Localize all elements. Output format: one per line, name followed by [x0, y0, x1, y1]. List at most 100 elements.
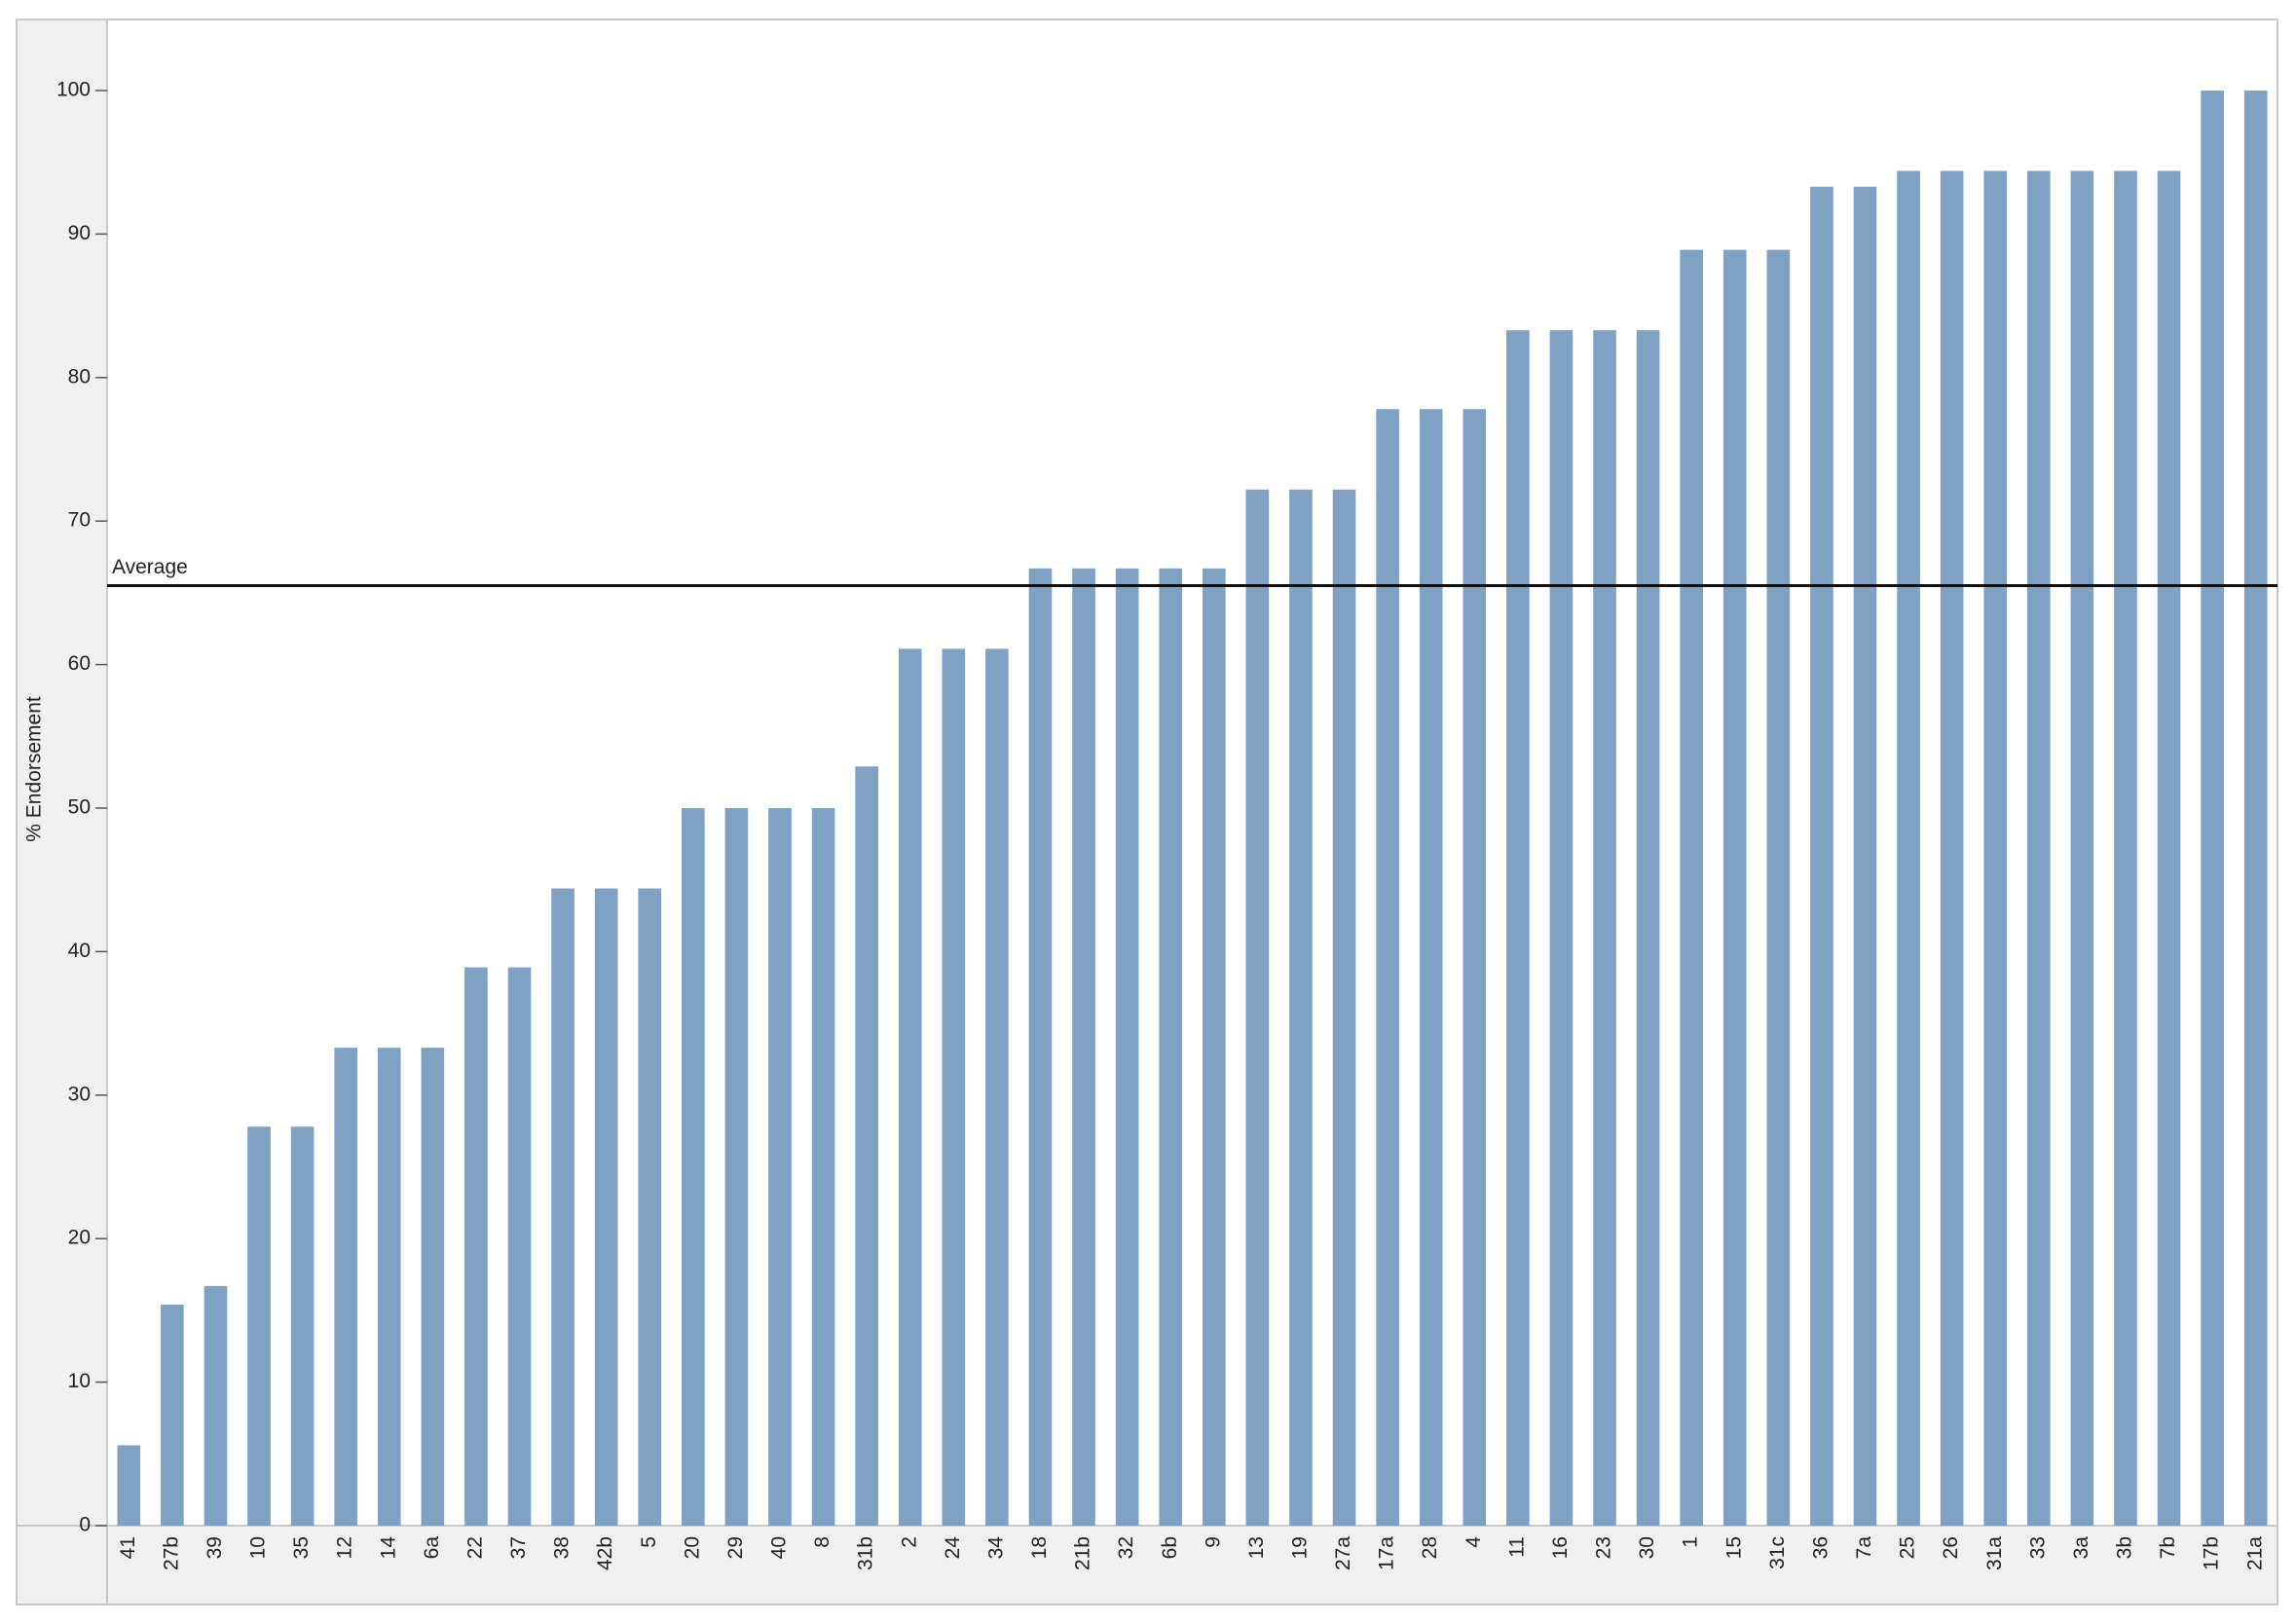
bar: [898, 648, 922, 1526]
x-tick-label: 37: [507, 1536, 530, 1559]
x-tick-label: 18: [1028, 1536, 1051, 1559]
x-tick-label: 20: [681, 1536, 703, 1559]
bar: [334, 1048, 358, 1526]
x-tick-label: 27b: [160, 1536, 182, 1570]
bar: [1376, 409, 1399, 1526]
x-tick-label: 2: [898, 1536, 920, 1548]
x-tick-label: 4: [1463, 1536, 1485, 1548]
bar: [1506, 330, 1530, 1527]
bar: [1115, 568, 1139, 1526]
x-tick-label: 42b: [594, 1536, 616, 1570]
y-tick-label: 40: [68, 940, 91, 962]
bar: [1549, 330, 1574, 1527]
bar: [377, 1048, 401, 1526]
x-tick-label: 3b: [2114, 1536, 2136, 1559]
bar: [1159, 568, 1183, 1526]
bar: [117, 1445, 141, 1526]
bar: [2157, 170, 2181, 1527]
bar: [1202, 568, 1226, 1526]
x-tick-label: 32: [1115, 1536, 1137, 1559]
bar: [507, 967, 532, 1526]
y-tick-label: 0: [79, 1514, 91, 1536]
x-tick-label: 14: [377, 1536, 399, 1560]
bar: [1766, 249, 1791, 1526]
x-tick-label: 17a: [1376, 1536, 1398, 1570]
bar: [247, 1126, 271, 1526]
bar: [1593, 330, 1616, 1527]
bar: [811, 808, 835, 1526]
x-tick-label: 39: [204, 1536, 226, 1559]
x-tick-label: 34: [984, 1536, 1007, 1560]
bar: [1810, 186, 1833, 1526]
bar: [2114, 170, 2137, 1527]
bar: [724, 808, 749, 1526]
x-tick-label: 11: [1505, 1536, 1528, 1558]
bar: [2070, 170, 2094, 1527]
y-tick-label: 30: [68, 1083, 91, 1105]
x-tick-label: 17b: [2201, 1536, 2223, 1570]
bar: [2201, 91, 2224, 1526]
x-tick-label: 41: [117, 1536, 139, 1559]
average-label: Average: [112, 556, 188, 578]
bar: [1028, 568, 1053, 1526]
x-tick-label: 24: [942, 1536, 964, 1560]
x-tick-label: 3a: [2070, 1536, 2092, 1560]
x-tick-label: 1: [1680, 1536, 1702, 1548]
bar: [985, 648, 1009, 1526]
y-tick-label: 90: [68, 222, 91, 244]
y-tick-label: 60: [68, 652, 91, 675]
x-axis-pane: [18, 1526, 2277, 1604]
x-tick-label: 22: [463, 1536, 486, 1559]
bar: [1636, 330, 1660, 1527]
x-tick-label: 16: [1549, 1536, 1572, 1559]
y-tick-label: 50: [68, 796, 91, 819]
bar: [2243, 91, 2268, 1526]
x-tick-label: 26: [1940, 1536, 1962, 1559]
x-tick-label: 36: [1809, 1536, 1832, 1559]
bar: [204, 1285, 228, 1526]
y-tick-label: 20: [68, 1227, 91, 1249]
x-tick-label: 19: [1288, 1536, 1311, 1559]
x-tick-label: 6b: [1159, 1536, 1181, 1559]
x-tick-label: 6a: [421, 1536, 443, 1560]
x-tick-label: 25: [1897, 1536, 1919, 1559]
x-tick-label: 35: [290, 1536, 313, 1559]
bar: [1332, 489, 1356, 1527]
x-tick-label: 23: [1593, 1536, 1615, 1559]
y-tick-label: 10: [68, 1370, 91, 1392]
x-tick-label: 33: [2026, 1536, 2049, 1559]
bar: [855, 766, 878, 1526]
x-tick-label: 29: [724, 1536, 747, 1559]
bar: [290, 1126, 315, 1526]
x-tick-label: 10: [247, 1536, 270, 1559]
x-tick-label: 9: [1202, 1536, 1224, 1548]
bar: [1289, 489, 1313, 1527]
bar: [1072, 568, 1095, 1526]
x-tick-label: 31c: [1766, 1536, 1789, 1569]
bar: [551, 888, 574, 1526]
x-tick-label: 8: [811, 1536, 833, 1548]
x-tick-label: 21b: [1072, 1536, 1094, 1570]
y-tick-label: 70: [68, 509, 91, 532]
x-tick-label: 5: [638, 1536, 660, 1548]
x-tick-label: 12: [334, 1536, 356, 1559]
x-tick-label: 7b: [2157, 1536, 2179, 1559]
bar: [1940, 170, 1964, 1527]
bar: [1463, 409, 1487, 1526]
x-tick-label: 7a: [1853, 1536, 1875, 1560]
y-axis-pane: [18, 20, 107, 1604]
x-tick-label: 38: [551, 1536, 574, 1559]
y-axis-title: % Endorsement: [23, 696, 46, 842]
x-tick-label: 30: [1636, 1536, 1658, 1559]
x-tick-label: 13: [1245, 1536, 1268, 1559]
bar: [1853, 186, 1877, 1526]
x-tick-label: 31a: [1983, 1536, 2006, 1570]
bar: [1245, 489, 1270, 1527]
bar: [1419, 409, 1443, 1526]
x-tick-label: 21a: [2243, 1536, 2266, 1570]
x-tick-label: 31b: [855, 1536, 877, 1570]
y-tick-label: 100: [56, 79, 91, 101]
bar: [682, 808, 705, 1526]
